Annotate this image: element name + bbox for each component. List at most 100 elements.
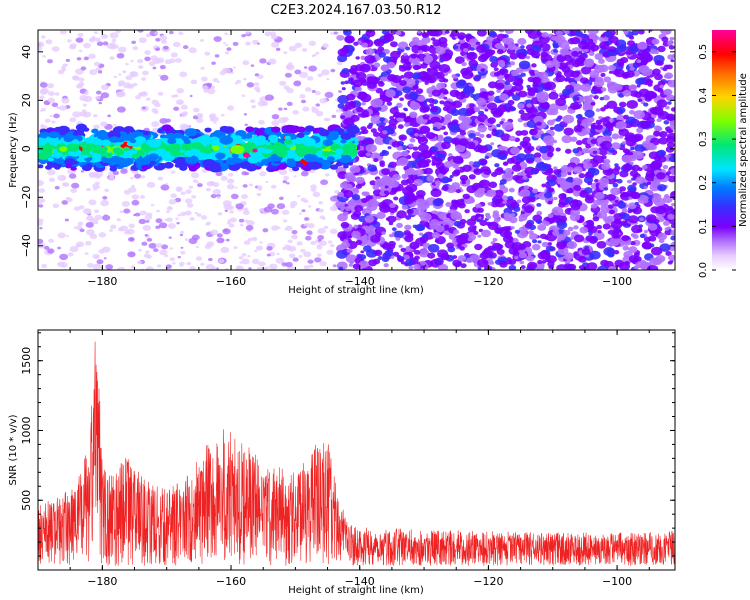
heatmap-cell <box>406 208 414 215</box>
heatmap-cell <box>404 235 414 243</box>
heatmap-cell <box>618 101 627 108</box>
heatmap-cell <box>541 183 547 188</box>
heatmap-cell <box>387 146 392 150</box>
heatmap-cell <box>582 34 588 38</box>
heatmap-cell <box>502 161 509 166</box>
heatmap-cell <box>316 245 323 250</box>
heatmap-cell <box>225 267 229 270</box>
heatmap-cell <box>420 63 428 69</box>
heatmap-cell <box>593 64 605 74</box>
heatmap-cell <box>279 196 284 200</box>
heatmap-cell <box>417 50 424 55</box>
heatmap-cell <box>245 126 255 133</box>
heatmap-cell <box>149 160 156 165</box>
heatmap-cell <box>373 62 381 68</box>
heatmap-cell <box>573 225 579 230</box>
heatmap-cell <box>462 193 471 200</box>
heatmap-cell <box>118 73 122 76</box>
heatmap-cell <box>563 54 573 62</box>
heatmap-cell <box>229 217 237 223</box>
heatmap-cell <box>462 86 475 95</box>
heatmap-cell <box>667 213 675 220</box>
heatmap-cell <box>386 101 393 106</box>
heatmap-cell <box>52 203 60 209</box>
heatmap-cell <box>559 181 571 190</box>
heatmap-cell <box>189 266 196 270</box>
heatmap-cell <box>319 261 327 267</box>
heatmap-cell <box>617 106 626 114</box>
heatmap-cell <box>204 127 212 133</box>
heatmap-cell <box>475 203 482 209</box>
heatmap-cell <box>217 212 223 216</box>
heatmap-cell <box>559 47 569 56</box>
heatmap-cell <box>515 161 521 166</box>
heatmap-cell <box>667 175 675 183</box>
heatmap-cell <box>645 79 654 85</box>
heatmap-cell <box>613 249 620 255</box>
heatmap-cell <box>531 239 538 244</box>
heatmap-cell <box>46 83 55 89</box>
heatmap-cell <box>364 54 376 64</box>
heatmap-cell <box>208 257 213 262</box>
heatmap-cell <box>70 166 77 171</box>
heatmap-cell <box>553 123 565 132</box>
heatmap-cell <box>588 167 596 174</box>
heatmap-cell <box>336 32 340 35</box>
heatmap-cell <box>47 59 53 64</box>
heatmap-cell <box>38 164 44 169</box>
heatmap-cell <box>149 30 158 37</box>
heatmap-cell <box>438 63 451 73</box>
heatmap-cell <box>502 226 510 232</box>
heatmap-cell <box>57 69 65 75</box>
heatmap-cell <box>41 35 46 39</box>
heatmap-cell <box>270 41 280 48</box>
heatmap-cell <box>186 203 194 208</box>
heatmap-cell <box>113 124 117 127</box>
heatmap-cell <box>83 91 89 96</box>
heatmap-cell <box>603 76 612 83</box>
heatmap-cell <box>648 235 657 242</box>
heatmap-cell <box>232 41 239 46</box>
heatmap-cell <box>629 170 639 177</box>
heatmap-cell <box>646 181 652 186</box>
heatmap-cell <box>397 257 405 263</box>
heatmap-cell <box>236 79 242 84</box>
heatmap-cell <box>390 50 401 59</box>
heatmap-cell <box>47 91 55 97</box>
heatmap-cell <box>180 250 186 255</box>
heatmap-cell <box>628 246 638 254</box>
heatmap-cell <box>40 160 47 165</box>
heatmap-cell <box>507 43 517 51</box>
heatmap-cell <box>160 184 170 191</box>
heatmap-cell <box>241 253 247 257</box>
heatmap-cell <box>493 67 499 72</box>
heatmap-cell <box>109 224 117 230</box>
heatmap-cell <box>271 120 280 126</box>
heatmap-cell <box>441 141 451 150</box>
heatmap-cell <box>611 142 621 150</box>
heatmap-cell <box>41 199 46 203</box>
heatmap-cell <box>563 229 571 236</box>
heatmap-cell <box>348 68 355 73</box>
heatmap-cell <box>101 84 109 90</box>
chart-title: C2E3.2024.167.03.50.R12 <box>270 3 441 18</box>
heatmap-cell <box>284 139 293 145</box>
heatmap-cell <box>441 185 449 191</box>
heatmap-cell <box>380 184 392 194</box>
heatmap-cell <box>521 196 532 204</box>
heatmap-cell <box>657 149 667 157</box>
heatmap-cell <box>537 240 542 244</box>
heatmap-cell <box>166 132 176 140</box>
heatmap-cell <box>536 210 543 216</box>
heatmap-cell <box>326 78 330 81</box>
heatmap-cell <box>264 145 271 149</box>
heatmap-cell <box>662 67 668 72</box>
heatmap-cell <box>215 152 226 160</box>
heatmap-cell <box>141 164 149 170</box>
heatmap-cell <box>603 104 610 110</box>
heatmap-cell <box>38 220 43 227</box>
heatmap-cell <box>461 180 466 185</box>
y-tick-label: 1500 <box>20 347 33 375</box>
heatmap-cell <box>650 246 663 256</box>
heatmap-cell <box>186 261 192 266</box>
